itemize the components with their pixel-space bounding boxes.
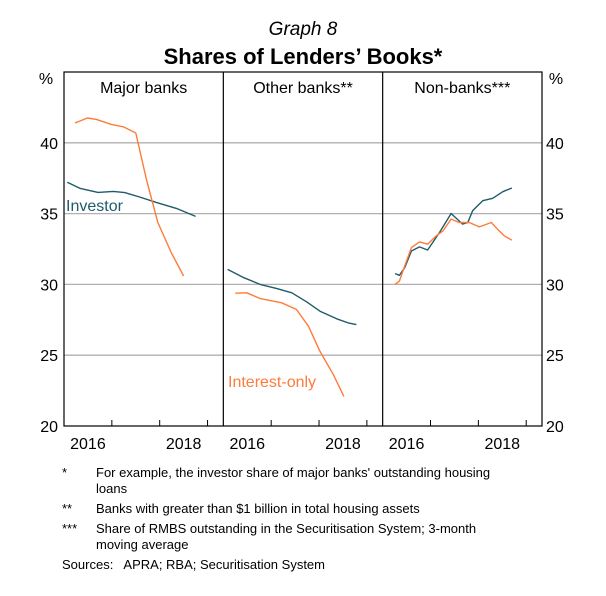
panel-title: Other banks** [253,80,353,97]
x-tick-label: 2016 [70,436,106,453]
footnotes: * For example, the investor share of majo… [62,465,516,573]
y-axis-unit-right: % [549,71,563,88]
x-tick-label: 2016 [229,436,265,453]
graph-label: Graph 8 [269,19,338,40]
y-tick-label-left: 20 [40,419,58,436]
panel-title: Major banks [100,80,187,97]
footnote-text: Banks with greater than $1 billion in to… [96,501,420,516]
series-line-investor [227,268,357,326]
footnote: ** Banks with greater than $1 billion in … [62,501,516,517]
plot-frame [63,71,543,427]
footnote-text: Share of RMBS outstanding in the Securit… [96,521,477,552]
y-tick-label-left: 25 [40,348,58,365]
panel-title: Non-banks*** [414,80,510,97]
y-tick-label-left: 35 [40,207,58,224]
series-line-interest-only [394,218,513,285]
footnote-text: For example, the investor share of major… [96,465,491,496]
y-tick-label-left: 30 [40,277,58,294]
series-line-investor [66,181,196,218]
series-line-interest-only [74,117,185,277]
y-tick-label-right: 40 [546,136,564,153]
series-line-investor [394,187,513,276]
y-tick-label-right: 20 [546,419,564,436]
y-tick-label-left: 40 [40,136,58,153]
y-axis-unit-left: % [39,71,53,88]
series-line-interest-only [235,292,345,397]
footnote: * For example, the investor share of majo… [62,465,516,497]
series-label-investor: Investor [66,198,124,215]
footnote-mark: * [62,465,68,480]
series-label-interest-only: Interest-only [228,374,316,391]
y-tick-label-right: 35 [546,207,564,224]
x-tick-label: 2018 [484,436,520,453]
x-tick-label: 2018 [325,436,361,453]
footnote-mark: *** [62,521,78,536]
footnote: *** Share of RMBS outstanding in the Secu… [62,521,516,553]
x-tick-label: 2016 [389,436,425,453]
chart-title: Shares of Lenders’ Books* [164,44,443,69]
y-tick-label-right: 25 [546,348,564,365]
x-tick-label: 2018 [166,436,202,453]
sources: Sources: APRA; RBA; Securitisation Syste… [62,557,325,572]
y-tick-label-right: 30 [546,277,564,294]
footnote-mark: ** [62,501,73,516]
